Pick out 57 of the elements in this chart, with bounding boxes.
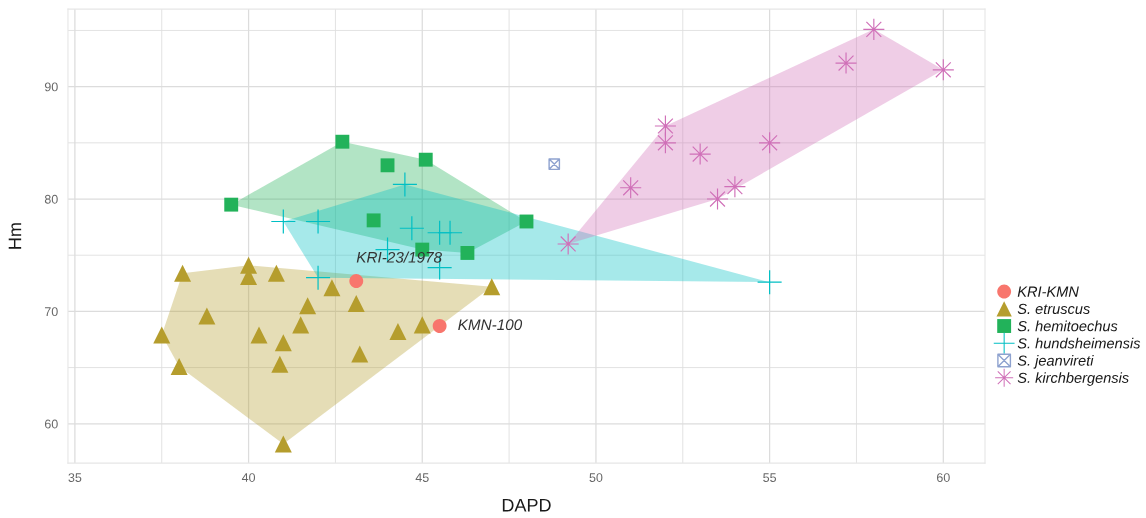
point (335, 134, 350, 149)
point (863, 18, 885, 40)
legend-label: S. etruscus (1017, 303, 1090, 315)
point (418, 152, 433, 167)
point (380, 158, 395, 173)
point (274, 334, 292, 352)
y-tick-label: 90 (44, 82, 58, 92)
y-axis-title: Hm (8, 223, 22, 249)
point (548, 158, 561, 171)
point (413, 316, 431, 334)
point (198, 307, 216, 325)
point (835, 52, 857, 74)
point (267, 264, 285, 282)
y-tick-label: 80 (44, 194, 58, 204)
x-axis-title: DAPD (502, 499, 551, 512)
point (654, 115, 676, 137)
point (706, 188, 729, 210)
point (299, 297, 317, 315)
point (557, 233, 579, 255)
x-tick-label: 45 (415, 473, 429, 482)
point (271, 355, 289, 373)
point (389, 323, 407, 341)
point (438, 220, 463, 245)
point (174, 264, 192, 282)
y-tick-label: 70 (44, 307, 58, 317)
point (349, 274, 364, 288)
point (759, 132, 781, 154)
point (724, 176, 746, 198)
x-tick-label: 40 (241, 473, 256, 482)
x-tick-label: 60 (936, 473, 950, 482)
annotation: KMN-100 (458, 319, 523, 331)
legend-label: S. hemitoechus (1017, 320, 1118, 332)
point (292, 316, 310, 334)
point (351, 345, 369, 363)
point (460, 246, 475, 260)
point (432, 319, 447, 333)
point (153, 326, 171, 344)
point (347, 295, 365, 313)
point (250, 326, 268, 344)
point (306, 209, 331, 234)
point (366, 213, 381, 228)
legend-label: S. kirchbergensis (1017, 372, 1129, 386)
point (323, 279, 341, 297)
x-tick-label: 35 (68, 473, 82, 482)
legend-label: S. jeanvireti (1017, 355, 1094, 369)
point (654, 132, 676, 154)
point (274, 435, 292, 453)
x-tick-label: 55 (763, 473, 777, 482)
legend-label: KRI-KMN (1017, 286, 1079, 297)
point (689, 143, 711, 165)
point (170, 357, 188, 375)
y-tick-label: 60 (44, 419, 58, 429)
legend-label: S. hundsheimensis (1017, 337, 1141, 349)
point (483, 278, 501, 296)
point (224, 197, 239, 212)
x-tick-label: 50 (589, 473, 603, 482)
point (306, 265, 331, 290)
